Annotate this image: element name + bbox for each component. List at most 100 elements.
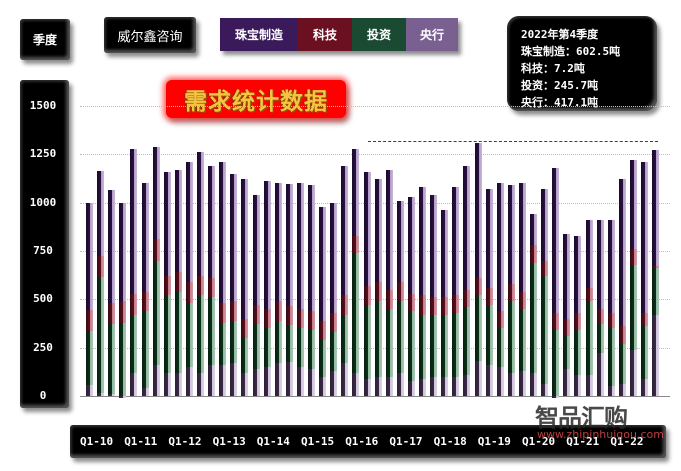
bar-Q3-20[interactable] <box>552 167 560 398</box>
bar-segment <box>541 384 549 396</box>
bar-Q2-18[interactable] <box>452 187 460 396</box>
bar-segment <box>197 152 204 277</box>
bar-Q4-15[interactable] <box>341 165 349 396</box>
bar-segment <box>296 366 304 396</box>
bar-segment <box>385 169 393 290</box>
bar-Q4-21[interactable] <box>607 220 615 396</box>
bar-Q4-14[interactable] <box>296 183 304 396</box>
bar-Q2-12[interactable] <box>185 162 193 396</box>
bar-segment <box>197 276 204 296</box>
bar-Q1-18[interactable] <box>441 210 449 396</box>
bar-segment <box>474 142 482 279</box>
bar-Q3-15[interactable] <box>330 202 338 396</box>
bar-Q1-14[interactable] <box>263 181 271 396</box>
y-tick-label: 1500 <box>29 99 57 112</box>
bar-Q3-11[interactable] <box>152 146 160 396</box>
bar-Q2-20[interactable] <box>541 189 549 396</box>
bar-segment <box>574 235 582 313</box>
bar-Q4-16[interactable] <box>385 169 393 396</box>
bar-Q3-18[interactable] <box>463 165 471 396</box>
bar-segment <box>152 146 160 240</box>
bar-segment <box>141 183 149 292</box>
bar-Q1-19[interactable] <box>485 189 493 396</box>
bar-Q1-21[interactable] <box>574 235 582 396</box>
bar-Q3-10[interactable] <box>108 190 116 396</box>
bar-Q1-20[interactable] <box>530 214 537 396</box>
legend-item-jewelry[interactable]: 珠宝制造 <box>220 18 298 51</box>
bar-segment <box>252 324 260 369</box>
bar-Q4-11[interactable] <box>163 171 171 396</box>
x-tick-label: Q1-10 <box>80 435 114 448</box>
bar-segment <box>319 339 327 377</box>
bar-segment <box>585 301 593 375</box>
bar-segment <box>485 287 493 306</box>
bar-segment <box>119 322 127 396</box>
bar-segment <box>541 260 549 277</box>
bar-Q3-22[interactable] <box>641 162 648 396</box>
bar-Q4-12[interactable] <box>208 165 216 396</box>
bar-segment <box>308 310 315 331</box>
bar-segment <box>197 372 204 396</box>
bar-Q3-16[interactable] <box>374 179 382 396</box>
bar-Q2-16[interactable] <box>363 171 371 396</box>
bar-Q1-10[interactable] <box>86 202 93 396</box>
bar-segment <box>308 330 315 369</box>
bar-segment <box>130 372 138 396</box>
bar-Q2-14[interactable] <box>274 183 282 396</box>
bar-Q1-17[interactable] <box>396 200 404 396</box>
bar-segment <box>463 374 471 396</box>
bar-Q4-19[interactable] <box>518 183 526 396</box>
bar-segment <box>119 396 127 398</box>
bar-Q3-19[interactable] <box>507 185 515 396</box>
bar-Q4-20[interactable] <box>563 233 571 396</box>
legend-item-tech[interactable]: 科技 <box>298 18 352 51</box>
bar-segment <box>252 368 260 396</box>
bar-segment <box>285 184 293 307</box>
bar-segment <box>574 312 582 331</box>
bar-segment <box>552 330 560 396</box>
bar-segment <box>252 194 260 306</box>
bar-Q3-14[interactable] <box>285 184 293 396</box>
bar-segment <box>530 214 537 246</box>
bar-Q1-16[interactable] <box>352 148 360 396</box>
legend-item-investment[interactable]: 投资 <box>352 18 406 51</box>
bar-segment <box>396 301 404 373</box>
bar-Q4-10[interactable] <box>119 202 127 398</box>
bar-Q4-18[interactable] <box>474 142 482 396</box>
bar-Q4-17[interactable] <box>430 194 438 396</box>
bar-Q2-22[interactable] <box>629 160 637 396</box>
bar-segment <box>330 202 338 313</box>
bar-segment <box>552 396 560 398</box>
bar-Q1-22[interactable] <box>618 179 626 396</box>
brand-box: 威尔鑫咨询 <box>104 17 196 53</box>
x-tick-label: Q1-21 <box>566 435 600 448</box>
bar-Q2-10[interactable] <box>97 170 105 396</box>
bar-Q3-17[interactable] <box>419 187 426 396</box>
bar-Q1-15[interactable] <box>308 185 315 396</box>
bar-Q2-13[interactable] <box>230 173 238 396</box>
bar-Q4-13[interactable] <box>252 194 260 396</box>
bar-Q2-19[interactable] <box>496 183 504 396</box>
bar-Q3-12[interactable] <box>197 152 204 396</box>
bar-Q1-13[interactable] <box>219 162 227 396</box>
x-axis: Q1-10 Q1-11 Q1-12 Q1-13 Q1-14 Q1-15 Q1-16 Q1-17… <box>70 425 666 458</box>
bar-Q2-17[interactable] <box>407 196 415 396</box>
bar-Q1-11[interactable] <box>130 148 138 396</box>
bar-Q1-12[interactable] <box>174 169 182 396</box>
bar-segment <box>341 314 349 364</box>
bar-segment <box>552 167 560 313</box>
bar-segment <box>596 353 604 396</box>
bar-Q3-13[interactable] <box>241 179 249 396</box>
legend-item-central-bank[interactable]: 央行 <box>406 18 458 51</box>
bar-Q2-15[interactable] <box>319 206 327 396</box>
bar-Q2-21[interactable] <box>585 220 593 396</box>
bar-Q3-21[interactable] <box>596 220 604 396</box>
bar-segment <box>452 376 460 396</box>
y-tick-label: 1000 <box>29 195 57 209</box>
bar-segment <box>629 160 637 250</box>
bar-segment <box>263 309 271 329</box>
bar-Q2-11[interactable] <box>141 183 149 396</box>
bar-segment <box>141 310 149 389</box>
bar-segment <box>419 187 426 296</box>
bar-Q4-22[interactable] <box>652 150 660 396</box>
